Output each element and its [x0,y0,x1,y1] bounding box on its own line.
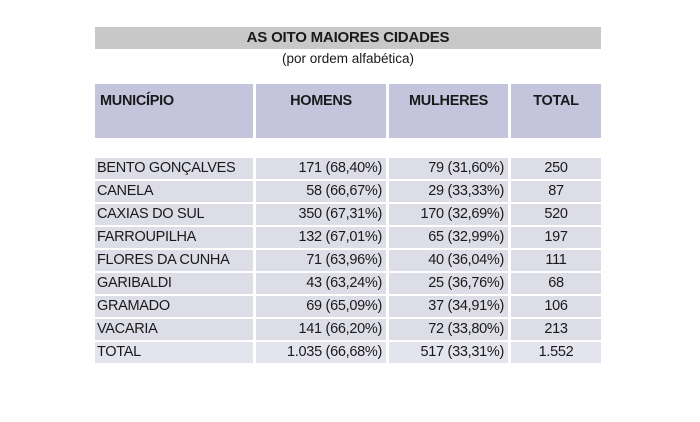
header-municipio: MUNICÍPIO [95,84,253,138]
cell-total: 87 [511,181,601,202]
header-mulheres: MULHERES [389,84,508,138]
table-row: GARIBALDI 43 (63,24%) 25 (36,76%) 68 [95,273,601,294]
table-row: BENTO GONÇALVES 171 (68,40%) 79 (31,60%)… [95,158,601,179]
cell-municipio: CANELA [95,181,253,202]
table-row: GRAMADO 69 (65,09%) 37 (34,91%) 106 [95,296,601,317]
table-row: VACARIA 141 (66,20%) 72 (33,80%) 213 [95,319,601,340]
cell-municipio: FLORES DA CUNHA [95,250,253,271]
table-row: CAXIAS DO SUL 350 (67,31%) 170 (32,69%) … [95,204,601,225]
cell-municipio: FARROUPILHA [95,227,253,248]
cell-mulheres: 517 (33,31%) [389,342,508,363]
cell-municipio: GARIBALDI [95,273,253,294]
cell-municipio: VACARIA [95,319,253,340]
cell-homens: 141 (66,20%) [256,319,386,340]
cell-homens: 69 (65,09%) [256,296,386,317]
table-row: CANELA 58 (66,67%) 29 (33,33%) 87 [95,181,601,202]
table-title: AS OITO MAIORES CIDADES [95,27,601,49]
cell-total: 1.552 [511,342,601,363]
table-total-row: TOTAL 1.035 (66,68%) 517 (33,31%) 1.552 [95,342,601,363]
cell-total: 111 [511,250,601,271]
cell-mulheres: 170 (32,69%) [389,204,508,225]
cell-homens: 132 (67,01%) [256,227,386,248]
cell-mulheres: 79 (31,60%) [389,158,508,179]
cell-mulheres: 40 (36,04%) [389,250,508,271]
cell-total: 106 [511,296,601,317]
cell-total: 520 [511,204,601,225]
table-subtitle: (por ordem alfabética) [281,51,415,66]
cell-total: 250 [511,158,601,179]
cell-municipio: CAXIAS DO SUL [95,204,253,225]
table-row: FARROUPILHA 132 (67,01%) 65 (32,99%) 197 [95,227,601,248]
cell-total: 213 [511,319,601,340]
cell-mulheres: 37 (34,91%) [389,296,508,317]
cell-total: 68 [511,273,601,294]
cell-mulheres: 25 (36,76%) [389,273,508,294]
cell-mulheres: 29 (33,33%) [389,181,508,202]
cell-municipio: TOTAL [95,342,253,363]
cell-homens: 1.035 (66,68%) [256,342,386,363]
cell-homens: 71 (63,96%) [256,250,386,271]
table-row: FLORES DA CUNHA 71 (63,96%) 40 (36,04%) … [95,250,601,271]
cell-homens: 171 (68,40%) [256,158,386,179]
cell-municipio: BENTO GONÇALVES [95,158,253,179]
cell-total: 197 [511,227,601,248]
header-homens: HOMENS [256,84,386,138]
cell-mulheres: 72 (33,80%) [389,319,508,340]
cell-mulheres: 65 (32,99%) [389,227,508,248]
cell-homens: 350 (67,31%) [256,204,386,225]
cell-homens: 43 (63,24%) [256,273,386,294]
header-total: TOTAL [511,84,601,138]
cell-municipio: GRAMADO [95,296,253,317]
cell-homens: 58 (66,67%) [256,181,386,202]
